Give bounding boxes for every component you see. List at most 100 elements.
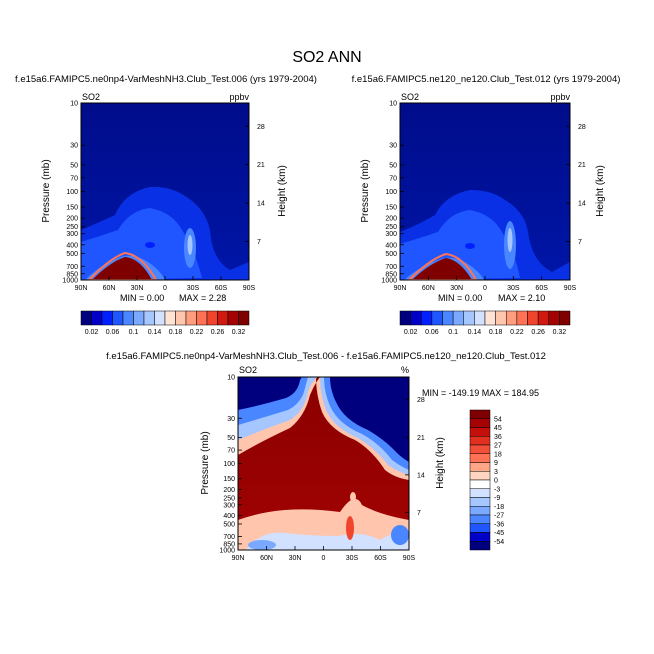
y-tick-label: 250 [385,224,397,231]
x-tick-label: 60N [260,555,273,562]
colorbar-swatch [442,310,454,326]
colorbar-swatch [463,310,475,326]
colorbar-swatch [133,310,145,326]
colorbar-swatch [527,310,539,326]
y-tick-label: 250 [66,224,78,231]
y-tick-label: 850 [223,541,235,548]
y-tick-label: 50 [389,162,397,169]
colorbar-label: 0.06 [106,329,120,336]
y2-tick-label: 7 [417,510,421,517]
panel-3-lower-blue-left [248,540,276,550]
x-tick-label: 0 [483,285,487,292]
colorbar-swatch [410,310,422,326]
colorbar-swatch [91,310,103,326]
y-tick-label: 200 [385,216,397,223]
x-tick-label: 60N [103,285,116,292]
colorbar-label: 0.26 [531,329,545,336]
colorbar-swatch [196,310,208,326]
colorbar-swatch [431,310,443,326]
panel-1-min-label: MIN = 0.00 [120,293,164,303]
colorbar-swatch [452,310,464,326]
panel-2-plume-core [412,258,472,280]
x-tick-label: 30N [450,285,463,292]
colorbar-swatch [206,310,218,326]
colorbar-swatch [112,310,124,326]
panel-2-max-label: MAX = 2.10 [498,293,545,303]
colorbar-swatch [175,310,187,326]
y-tick-label: 200 [223,487,235,494]
y-tick-label: 70 [227,448,235,455]
y-tick-label: 10 [227,375,235,382]
colorbar-label: 27 [494,443,502,450]
panel-3-upper-pink-spot [350,492,356,502]
y2-tick-label: 21 [257,162,265,169]
colorbar-swatch [469,479,491,489]
y-tick-label: 70 [389,175,397,182]
page-title: SO2 ANN [292,49,361,66]
y-tick-label: 150 [223,476,235,483]
panel-3-lower-blue-right [391,525,409,545]
y-tick-label: 100 [385,189,397,196]
colorbar-label: -36 [494,521,504,528]
colorbar-swatch [495,310,507,326]
panel-3-lower-red-spot [346,516,354,540]
y-tick-label: 50 [70,162,78,169]
panel-3-plot [238,377,409,550]
y-tick-label: 30 [227,416,235,423]
colorbar-swatch [185,310,197,326]
panel-2-blob-eq [465,243,475,249]
colorbar-swatch [469,444,491,454]
colorbar-label: 0.06 [425,329,439,336]
colorbar-swatch [469,488,491,498]
colorbar-swatch [469,497,491,507]
colorbar-swatch [217,310,229,326]
y-tick-label: 30 [389,143,397,150]
x-tick-label: 90N [232,555,245,562]
x-tick-label: 30S [346,555,359,562]
colorbar-label: -27 [494,513,504,520]
panel-2-blob-south-core [507,228,513,252]
colorbar-label: 0.18 [489,329,503,336]
y2-tick-label: 14 [257,201,265,208]
colorbar-swatch [80,310,92,326]
y2-tick-label: 21 [417,435,425,442]
panel-1-y2-axis: 28 21 14 7 [245,124,265,246]
panel-2-x-axis: 90N 60N 30N 0 30S 60S 90S [394,276,577,292]
colorbar-swatch [469,409,491,419]
y-tick-label: 1000 [381,278,397,285]
colorbar-label: 45 [494,425,502,432]
panel-3-blue-core [238,377,409,462]
colorbar-swatch [143,310,155,326]
colorbar-label: 36 [494,434,502,441]
panel-1-colorbar: 0.02 0.06 0.1 0.14 0.18 0.22 0.26 0.32 [80,310,250,336]
panel-2-title: f.e15a6.FAMIPC5.ne120_ne120.Club_Test.01… [352,74,621,85]
colorbar-swatch [469,541,491,551]
colorbar-swatch [122,310,134,326]
x-tick-label: 0 [163,285,167,292]
y-tick-label: 500 [385,251,397,258]
y-tick-label: 100 [223,461,235,468]
y-tick-label: 10 [389,101,397,108]
x-tick-label: 60S [374,555,387,562]
panel-2-min-label: MIN = 0.00 [438,293,482,303]
x-tick-label: 90S [403,555,416,562]
y2-tick-label: 14 [417,472,425,479]
colorbar-swatch [469,427,491,437]
colorbar-swatch [421,310,433,326]
y-tick-label: 10 [70,101,78,108]
colorbar-swatch [484,310,496,326]
colorbar-label: 0.22 [510,329,524,336]
y-tick-label: 700 [66,264,78,271]
x-tick-label: 90S [243,285,256,292]
panel-3-x-axis: 90N 60N 30N 0 30S 60S 90S [232,546,416,562]
panel-2-variable: SO2 [401,92,419,102]
panel-1-blob-eq [145,242,155,248]
y-tick-label: 250 [223,495,235,502]
panel-1-title: f.e15a6.FAMIPC5.ne0np4-VarMeshNH3.Club_T… [15,74,317,85]
panel-2-y2-axis: 28 21 14 7 [566,124,586,246]
colorbar-label: 0.02 [85,329,99,336]
